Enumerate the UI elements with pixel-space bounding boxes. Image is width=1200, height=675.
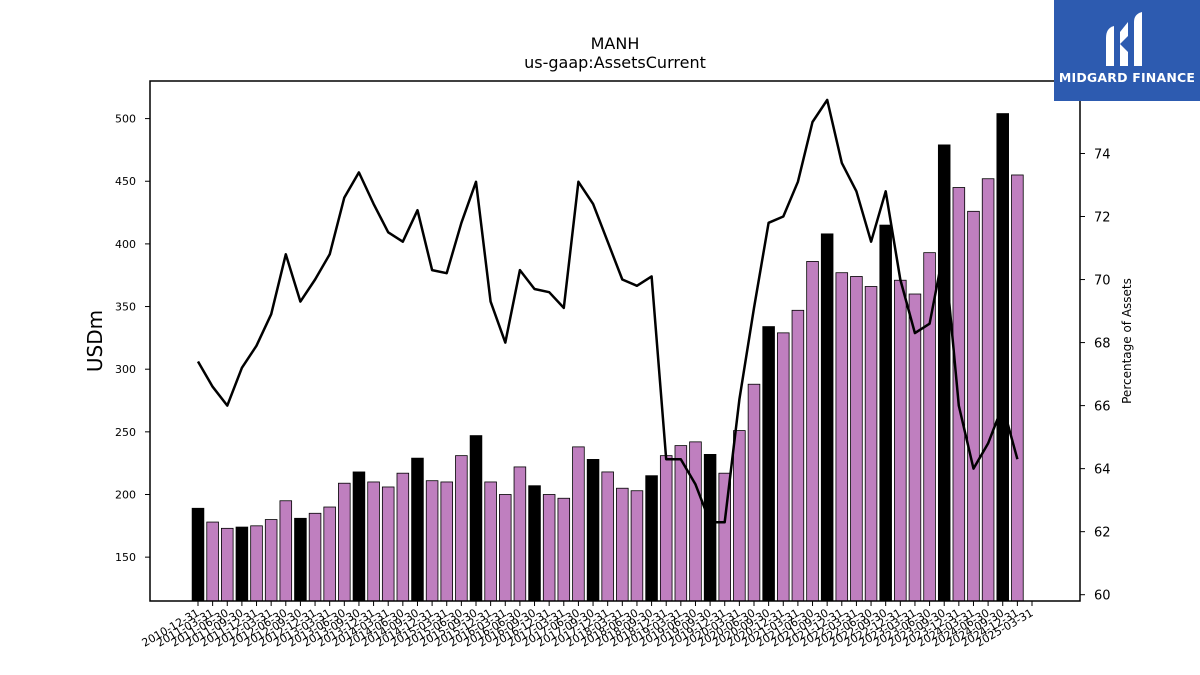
bar — [235, 526, 249, 602]
y2-tick-label: 68 — [1094, 337, 1111, 352]
bar — [294, 517, 307, 602]
bar — [557, 497, 571, 602]
bar — [937, 144, 951, 602]
bar — [352, 471, 366, 602]
bar — [499, 494, 512, 602]
bar — [572, 446, 585, 602]
bar — [806, 261, 819, 602]
bar — [279, 500, 293, 602]
axes: 150 200 250 300 350 400 450 500 60 62 64 66 68 70 72 74… — [115, 80, 1111, 650]
y2-tick-label: 70 — [1094, 274, 1111, 289]
bar — [777, 332, 790, 602]
bar — [733, 430, 746, 602]
bar — [586, 459, 600, 602]
bar — [630, 490, 644, 602]
bar — [601, 471, 614, 602]
bar — [659, 455, 673, 602]
bar — [616, 487, 629, 602]
bar — [250, 525, 263, 602]
bar — [542, 494, 556, 602]
bar — [469, 435, 483, 602]
y2-tick-label: 74 — [1094, 147, 1111, 162]
y-axis-label: USDm — [83, 310, 107, 372]
y-tick-label: 300 — [115, 363, 136, 376]
chart-subtitle: us-gaap:AssetsCurrent — [524, 53, 706, 72]
bar — [850, 276, 863, 602]
bar — [1011, 174, 1024, 602]
bar — [645, 475, 658, 602]
bar — [528, 485, 541, 602]
bar — [367, 481, 380, 602]
bar — [440, 481, 453, 602]
y2-tick-label: 72 — [1094, 211, 1111, 226]
y2-tick-label: 60 — [1094, 589, 1111, 604]
bar — [981, 178, 995, 602]
bar — [206, 521, 219, 602]
bar — [864, 286, 878, 602]
bar — [484, 481, 497, 602]
bar — [791, 309, 805, 602]
percentage-line — [196, 98, 1019, 524]
bar — [396, 472, 410, 602]
bar — [411, 457, 424, 602]
y-tick-label: 400 — [115, 238, 136, 251]
bar — [908, 293, 922, 602]
bar — [455, 455, 468, 602]
bar — [381, 486, 395, 602]
y2-tick-label: 62 — [1094, 526, 1111, 541]
bar — [338, 482, 351, 602]
bar — [996, 113, 1009, 602]
y2-tick-label: 66 — [1094, 400, 1111, 415]
y-tick-label: 200 — [115, 488, 136, 501]
bar — [762, 326, 775, 602]
bar — [425, 480, 439, 602]
y-tick-label: 350 — [115, 301, 136, 314]
bar — [308, 512, 322, 602]
brand-logo: MIDGARD FINANCE — [1054, 0, 1200, 101]
y-tick-label: 500 — [115, 113, 136, 126]
bar — [191, 507, 205, 602]
bar — [674, 445, 688, 602]
y2-axis-label: Percentage of Assets — [1120, 278, 1134, 404]
bar — [264, 519, 278, 602]
bar — [689, 441, 702, 602]
y-tick-label: 450 — [115, 175, 136, 188]
bar — [835, 272, 849, 602]
bar — [221, 527, 234, 602]
line-series — [196, 98, 1019, 524]
bar — [323, 506, 336, 602]
bar — [820, 233, 834, 602]
bar — [879, 224, 892, 602]
bar — [967, 210, 980, 602]
bar — [703, 453, 717, 602]
y-tick-label: 150 — [115, 551, 136, 564]
plot-frame — [149, 80, 1081, 602]
bar — [513, 466, 527, 602]
y2-tick-label: 64 — [1094, 463, 1111, 478]
brand-name: MIDGARD FINANCE — [1058, 70, 1196, 85]
y-tick-label: 250 — [115, 426, 136, 439]
bar — [747, 383, 761, 602]
bar — [894, 279, 907, 602]
chart-title: MANH — [591, 34, 640, 53]
brand-mark-icon — [1106, 12, 1142, 66]
bar-series — [191, 113, 1024, 602]
